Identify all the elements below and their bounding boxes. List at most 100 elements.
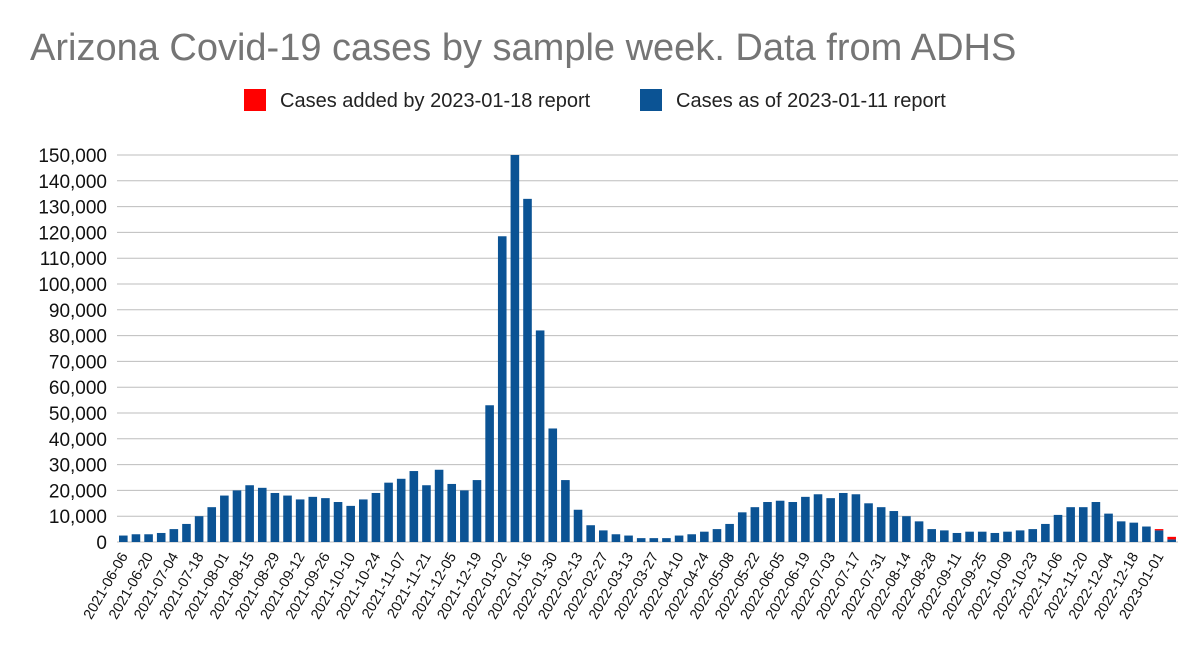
bar-base-2022-05-29 [763,502,772,542]
y-tick-label: 140,000 [38,172,107,193]
bar-base-2021-08-15 [245,485,254,542]
bar-base-2022-06-19 [801,496,810,542]
bar-base-2021-09-19 [308,496,318,542]
bar-base-2022-12-18 [1129,522,1139,542]
bar-base-2021-11-28 [434,469,444,542]
bar-base-2022-07-03 [826,498,835,542]
bar-base-2022-06-12 [788,502,798,542]
y-tick-label: 110,000 [40,249,107,270]
bar-base-2021-09-05 [283,495,292,542]
bar-base-2022-01-09 [510,155,520,542]
bar-base-2022-12-04 [1104,513,1113,542]
legend-label-added: Cases added by 2023-01-18 report [280,90,591,112]
bar-base-2021-06-20 [144,534,153,542]
bar-base-2022-07-31 [876,507,886,542]
bar-base-2022-01-23 [535,330,545,542]
bar-base-2022-08-21 [914,521,924,542]
chart-title: Arizona Covid-19 cases by sample week. D… [30,27,1016,69]
bar-base-2022-03-27 [649,538,659,542]
bar-base-2021-08-29 [270,492,280,542]
bar-base-2022-12-25 [1142,526,1151,542]
bar-base-2022-11-06 [1053,514,1063,542]
bar-base-2022-08-07 [889,511,899,542]
y-axis-ticks: 0 10,000 20,000 30,000 40,000 50,000 60,000 70,… [38,146,107,554]
bar-base-2022-04-24 [700,531,709,542]
bar-base-2021-10-24 [371,492,381,542]
bar-base-2021-07-11 [182,523,191,542]
bar-base-2022-02-20 [586,525,595,542]
bar-base-2021-09-12 [295,499,305,542]
bar-base-2022-07-10 [838,492,848,542]
bar-base-2022-03-13 [624,535,633,542]
bar-base-2021-06-27 [156,532,166,542]
bar-base-2022-05-22 [750,507,760,542]
y-tick-label: 90,000 [49,301,107,322]
bar-base-2022-03-06 [611,534,621,542]
bar-base-2021-12-05 [447,483,457,542]
bar-base-2021-10-17 [359,499,368,542]
legend: Cases added by 2023-01-18 report Cases a… [244,89,946,112]
bar-base-2021-08-08 [232,490,242,542]
bar-base-2022-03-20 [636,538,646,542]
bar-base-2022-04-17 [687,534,697,542]
legend-label-base: Cases as of 2023-01-11 report [676,90,946,112]
bar-base-2021-08-22 [257,487,267,542]
y-tick-label: 130,000 [38,198,107,219]
bar-base-2022-05-01 [712,529,722,542]
bar-base-2021-12-26 [485,405,494,542]
bar-base-2021-06-13 [131,534,141,542]
bar-base-2022-10-09 [1003,531,1012,542]
bar-base-2021-10-03 [333,502,343,542]
bar-base-2022-05-15 [737,512,747,542]
y-tick-label: 70,000 [49,352,107,373]
bar-base-2022-05-08 [725,523,734,542]
legend-swatch-added [244,89,266,111]
bar-base-2022-04-10 [674,535,684,542]
y-tick-label: 60,000 [49,378,107,399]
legend-item-added: Cases added by 2023-01-18 report [244,89,591,112]
bar-base-2022-09-18 [965,531,974,542]
bar-base-2021-12-19 [472,480,482,542]
legend-swatch-base [640,89,662,111]
bar-base-2022-11-20 [1078,507,1088,542]
bar-base-2022-02-13 [573,509,583,542]
bar-base-2022-01-02 [497,236,507,542]
bar-base-2022-01-16 [523,198,532,543]
y-tick-label: 120,000 [38,223,107,244]
bar-base-2022-08-14 [902,516,911,542]
bar-base-2021-10-31 [384,482,393,542]
bar-base-2022-02-06 [561,480,570,542]
y-tick-label: 40,000 [49,430,107,451]
bar-base-2022-11-13 [1066,507,1075,542]
bar-base-2021-07-04 [169,529,179,542]
bar-base-2021-11-21 [422,485,431,542]
y-tick-label: 0 [96,533,107,554]
bar-base-2021-06-06 [119,535,128,542]
bar-base-2021-12-12 [460,490,469,542]
bar-base-2022-06-05 [775,500,785,542]
bar-base-2022-04-03 [662,538,671,542]
bar-base-2021-11-14 [409,471,419,542]
x-axis-ticks: 2021-06-062021-06-202021-07-042021-07-18… [81,550,1168,622]
bar-base-2022-01-30 [548,428,558,542]
bar-base-2022-07-24 [864,503,873,542]
y-tick-label: 100,000 [38,275,107,296]
bar-base-2022-07-17 [851,494,861,542]
bar-added-2023-01-08 [1167,536,1176,540]
bar-base-2022-06-26 [813,494,823,542]
y-tick-label: 150,000 [38,146,107,167]
bar-base-2023-01-08 [1167,539,1176,542]
bar-base-2022-12-11 [1116,521,1126,542]
gridlines [117,154,1178,543]
bar-base-2021-08-01 [220,495,229,542]
legend-item-base: Cases as of 2023-01-11 report [640,89,946,112]
bar-base-2022-10-23 [1028,529,1038,542]
y-tick-label: 10,000 [49,507,107,528]
bar-base-2021-10-10 [346,505,355,542]
bar-base-2021-07-18 [194,516,204,542]
y-tick-label: 30,000 [49,456,107,477]
y-tick-label: 80,000 [49,327,107,348]
bar-base-2022-08-28 [927,529,936,542]
bar-base-2022-10-30 [1041,523,1050,542]
bar-added-2023-01-01 [1154,529,1164,531]
